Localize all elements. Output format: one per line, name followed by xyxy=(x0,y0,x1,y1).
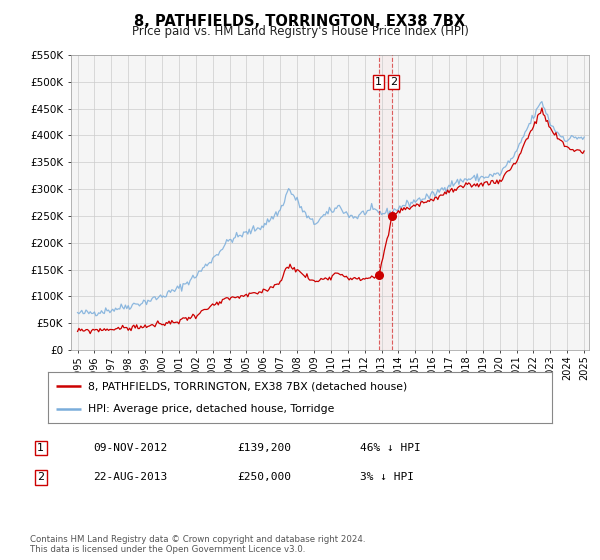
Text: 09-NOV-2012: 09-NOV-2012 xyxy=(93,443,167,453)
Text: £250,000: £250,000 xyxy=(237,472,291,482)
Bar xyxy=(379,55,392,350)
Text: Price paid vs. HM Land Registry's House Price Index (HPI): Price paid vs. HM Land Registry's House … xyxy=(131,25,469,38)
Text: 2: 2 xyxy=(390,77,397,87)
Text: 3% ↓ HPI: 3% ↓ HPI xyxy=(360,472,414,482)
Text: 8, PATHFIELDS, TORRINGTON, EX38 7BX (detached house): 8, PATHFIELDS, TORRINGTON, EX38 7BX (det… xyxy=(88,381,407,391)
Text: 1: 1 xyxy=(37,443,44,453)
Text: HPI: Average price, detached house, Torridge: HPI: Average price, detached house, Torr… xyxy=(88,404,335,414)
Text: 22-AUG-2013: 22-AUG-2013 xyxy=(93,472,167,482)
Text: 2: 2 xyxy=(37,472,44,482)
Text: 1: 1 xyxy=(374,77,382,87)
Text: 46% ↓ HPI: 46% ↓ HPI xyxy=(360,443,421,453)
Text: 8, PATHFIELDS, TORRINGTON, EX38 7BX: 8, PATHFIELDS, TORRINGTON, EX38 7BX xyxy=(134,14,466,29)
Text: Contains HM Land Registry data © Crown copyright and database right 2024.
This d: Contains HM Land Registry data © Crown c… xyxy=(30,535,365,554)
Text: £139,200: £139,200 xyxy=(237,443,291,453)
